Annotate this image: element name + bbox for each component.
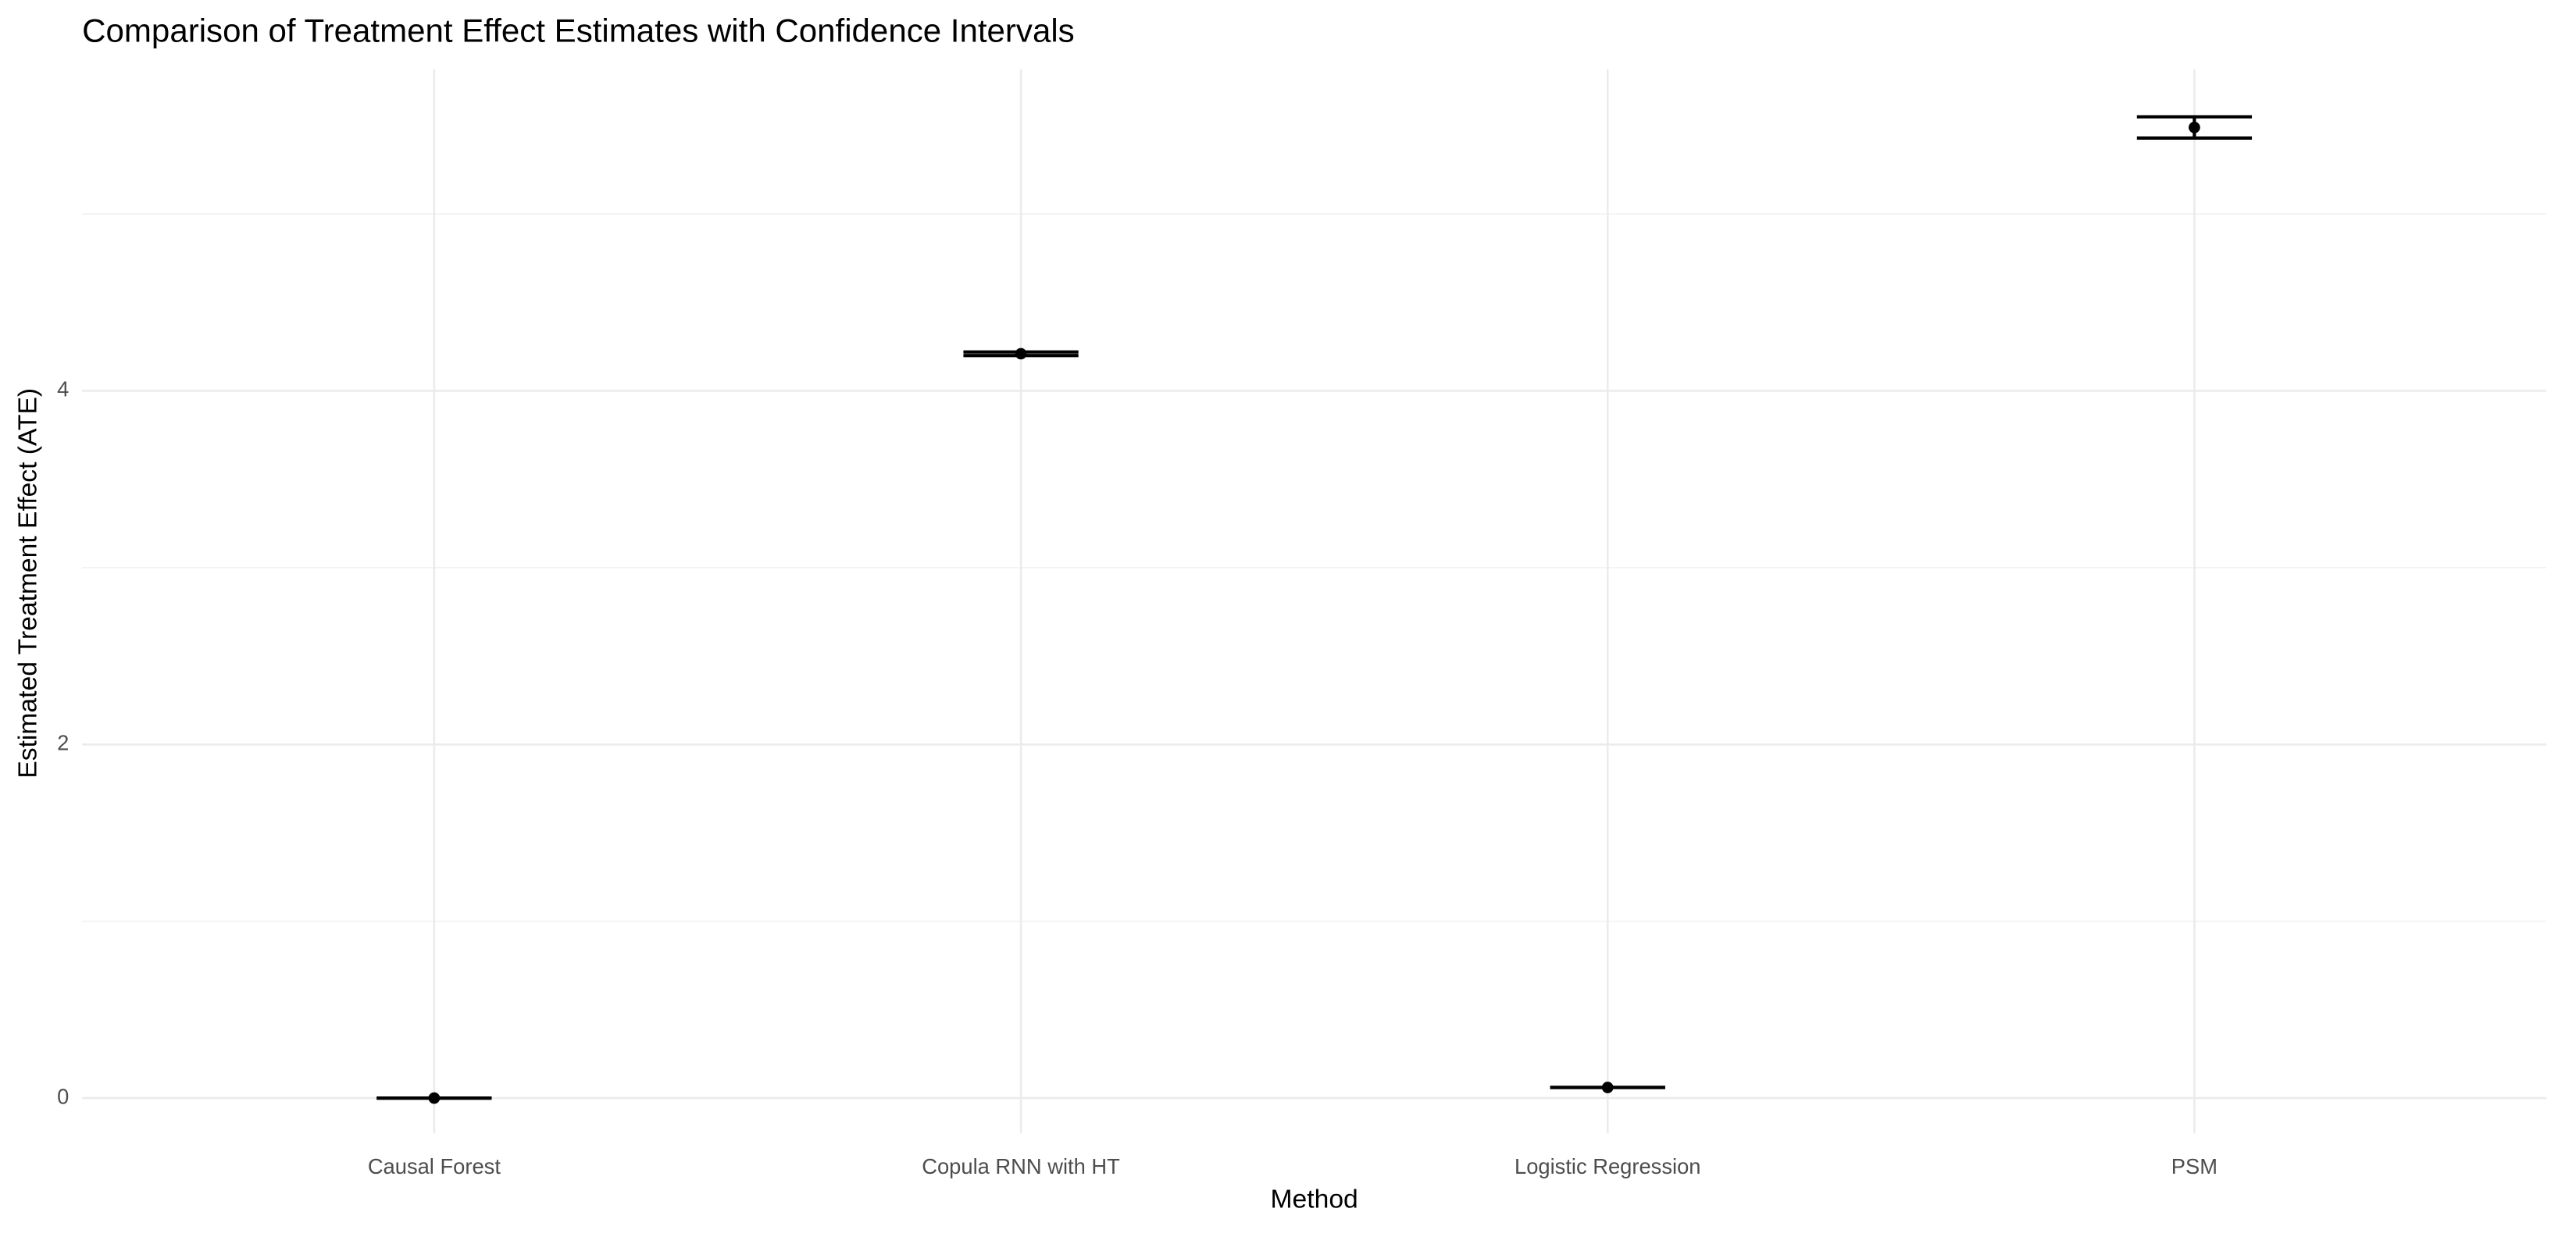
point	[428, 1092, 441, 1104]
x-tick-label: Copula RNN with HT	[922, 1154, 1120, 1178]
x-axis-title: Method	[1271, 1185, 1358, 1214]
point	[1601, 1082, 1614, 1093]
point	[2189, 121, 2200, 134]
x-tick-label: PSM	[2171, 1154, 2217, 1178]
y-tick-label: 2	[57, 731, 69, 755]
y-axis-title: Estimated Treatment Effect (ATE)	[14, 388, 43, 779]
x-tick-label: Causal Forest	[368, 1154, 501, 1178]
point	[1015, 348, 1027, 360]
y-tick-label: 4	[57, 377, 69, 401]
chart-title: Comparison of Treatment Effect Estimates…	[82, 12, 1075, 48]
y-tick-label: 0	[57, 1084, 69, 1108]
x-tick-label: Logistic Regression	[1515, 1154, 1700, 1178]
